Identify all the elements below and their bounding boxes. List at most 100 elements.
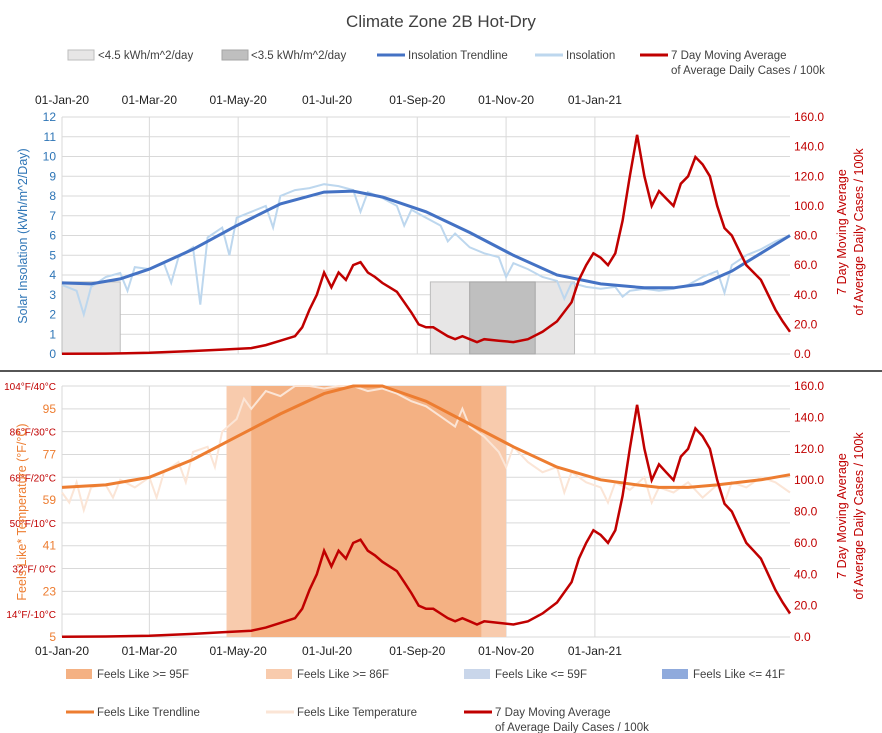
x-tick-label: 01-Jan-21 — [568, 644, 622, 658]
legend-label-cases-line2: of Average Daily Cases / 100k — [671, 65, 825, 77]
y-tick-label: 7 — [49, 209, 56, 223]
y2-tick-label: 160.0 — [794, 110, 824, 124]
y2-tick-label: 0.0 — [794, 630, 811, 644]
legend-label-feels: Feels Like Temperature — [297, 707, 417, 719]
y2-tick-label: 60.0 — [794, 258, 818, 272]
top-y2-axis-title-line1: 7 Day Moving Average — [835, 169, 849, 295]
x-tick-label: 01-May-20 — [209, 644, 267, 658]
legend-label-band-95: Feels Like >= 95F — [97, 669, 189, 681]
top-y2-axis-title-line2: of Average Daily Cases / 100k — [852, 148, 866, 316]
band-below-3-5 — [469, 281, 536, 355]
insolation-line — [61, 183, 791, 319]
feels-like-panel: 5 14°F/-10°C 23 32°F/ 0°C 41 50°F/10°C 59 68°F/… — [4, 379, 866, 658]
top-cases-line — [61, 134, 792, 355]
legend-swatch-band-41 — [662, 669, 688, 679]
bottom-bands — [226, 386, 507, 637]
y2-tick-label: 60.0 — [794, 536, 818, 550]
y-tick-label: 32°F/ 0°C — [12, 565, 56, 576]
y2-tick-label: 80.0 — [794, 229, 818, 243]
top-gridlines — [61, 116, 790, 355]
legend-label-bottom-cases-line1: 7 Day Moving Average — [495, 707, 611, 719]
legend-label-band-41: Feels Like <= 41F — [693, 669, 785, 681]
y-tick-label: 1 — [49, 327, 56, 341]
y2-tick-label: 140.0 — [794, 140, 824, 154]
y2-tick-label: 20.0 — [794, 599, 818, 613]
x-tick-label: 01-Jul-20 — [302, 644, 352, 658]
bottom-y2-axis-title-line2: of Average Daily Cases / 100k — [852, 432, 866, 600]
y2-tick-label: 20.0 — [794, 317, 818, 331]
y2-tick-label: 100.0 — [794, 199, 824, 213]
y-tick-label: 12 — [43, 110, 57, 124]
y-tick-label: 5 — [49, 630, 56, 644]
legend-swatch-band-59 — [464, 669, 490, 679]
x-tick-label: 01-Nov-20 — [478, 644, 534, 658]
y2-tick-label: 140.0 — [794, 410, 824, 424]
insolation-trend-line — [61, 189, 791, 290]
legend-swatch-band-95 — [66, 669, 92, 679]
x-tick-label: 01-Jul-20 — [302, 93, 352, 107]
y-tick-label: 41 — [43, 539, 57, 553]
feels-like-trend-line — [61, 384, 791, 489]
legend-label-feels-trend: Feels Like Trendline — [97, 707, 200, 719]
x-tick-label: 01-Mar-20 — [122, 644, 178, 658]
y-tick-label: 59 — [43, 493, 57, 507]
top-legend: <4.5 kWh/m^2/day <3.5 kWh/m^2/day Insola… — [67, 49, 825, 77]
y-tick-label: 104°F/40°C — [4, 382, 56, 393]
y-tick-label: 86°F/30°C — [10, 428, 56, 439]
y-tick-label: 6 — [49, 229, 56, 243]
y2-tick-label: 160.0 — [794, 379, 824, 393]
y2-tick-label: 120.0 — [794, 442, 824, 456]
top-y-axis-title: Solar Insolation (kWh/m^2/Day) — [16, 148, 30, 323]
y-tick-label: 3 — [49, 288, 56, 302]
y-tick-label: 2 — [49, 308, 56, 322]
x-tick-label: 01-Sep-20 — [389, 644, 445, 658]
y-tick-label: 4 — [49, 268, 56, 282]
legend-label-bottom-cases-line2: of Average Daily Cases / 100k — [495, 722, 649, 733]
legend-label-insolation-trend: Insolation Trendline — [408, 50, 508, 62]
bottom-cases-line — [61, 404, 792, 638]
x-tick-label: 01-Mar-20 — [122, 93, 178, 107]
y-tick-label: 11 — [44, 130, 57, 144]
y-tick-label: 95 — [43, 402, 57, 416]
legend-label-cases-line1: 7 Day Moving Average — [671, 50, 787, 62]
y-tick-label: 77 — [43, 447, 57, 461]
y2-tick-label: 0.0 — [794, 347, 811, 361]
legend-swatch-band-45 — [67, 49, 95, 61]
y2-tick-label: 120.0 — [794, 169, 824, 183]
y2-tick-label: 40.0 — [794, 567, 818, 581]
band-ge-95 — [251, 386, 482, 637]
bottom-y-axis-title: Feels Like* Temperature (°F/°C) — [15, 423, 29, 600]
y-tick-label: 9 — [49, 169, 56, 183]
y-tick-label: 23 — [43, 584, 57, 598]
y-tick-label: 8 — [49, 189, 56, 203]
legend-label-band-45: <4.5 kWh/m^2/day — [98, 50, 193, 62]
legend-swatch-band-35 — [221, 49, 249, 61]
y2-tick-label: 100.0 — [794, 473, 824, 487]
bottom-y2-axis-title-line1: 7 Day Moving Average — [835, 453, 849, 579]
x-tick-label: 01-May-20 — [209, 93, 267, 107]
y-tick-label: 10 — [43, 150, 57, 164]
x-tick-label: 01-Jan-21 — [568, 93, 622, 107]
band-below-4-5 — [61, 281, 121, 355]
bottom-legend: Feels Like >= 95F Feels Like >= 86F Feel… — [66, 669, 785, 733]
bottom-y2-ticks: 0.0 20.0 40.0 60.0 80.0 100.0 120.0 140.0 160.0 — [794, 379, 824, 644]
legend-label-band-35: <3.5 kWh/m^2/day — [251, 50, 346, 62]
y2-tick-label: 80.0 — [794, 505, 818, 519]
legend-label-band-86: Feels Like >= 86F — [297, 669, 389, 681]
legend-label-insolation: Insolation — [566, 50, 615, 62]
bottom-x-ticks: 01-Jan-20 01-Mar-20 01-May-20 01-Jul-20 01-S… — [35, 644, 622, 658]
y2-tick-label: 40.0 — [794, 288, 818, 302]
y-tick-label: 68°F/20°C — [10, 473, 56, 484]
legend-label-band-59: Feels Like <= 59F — [495, 669, 587, 681]
top-x-ticks: 01-Jan-20 01-Mar-20 01-May-20 01-Jul-20 01-S… — [35, 93, 622, 107]
chart-title: Climate Zone 2B Hot-Dry — [346, 12, 536, 31]
y-tick-label: 5 — [49, 248, 56, 262]
x-tick-label: 01-Nov-20 — [478, 93, 534, 107]
y-tick-label: 0 — [49, 347, 56, 361]
top-y2-ticks: 0.0 20.0 40.0 60.0 80.0 100.0 120.0 140.0 160.0 — [794, 110, 824, 361]
bottom-y-ticks: 5 14°F/-10°C 23 32°F/ 0°C 41 50°F/10°C 59 68°F/… — [4, 382, 56, 644]
x-tick-label: 01-Sep-20 — [389, 93, 445, 107]
x-tick-label: 01-Jan-20 — [35, 644, 89, 658]
